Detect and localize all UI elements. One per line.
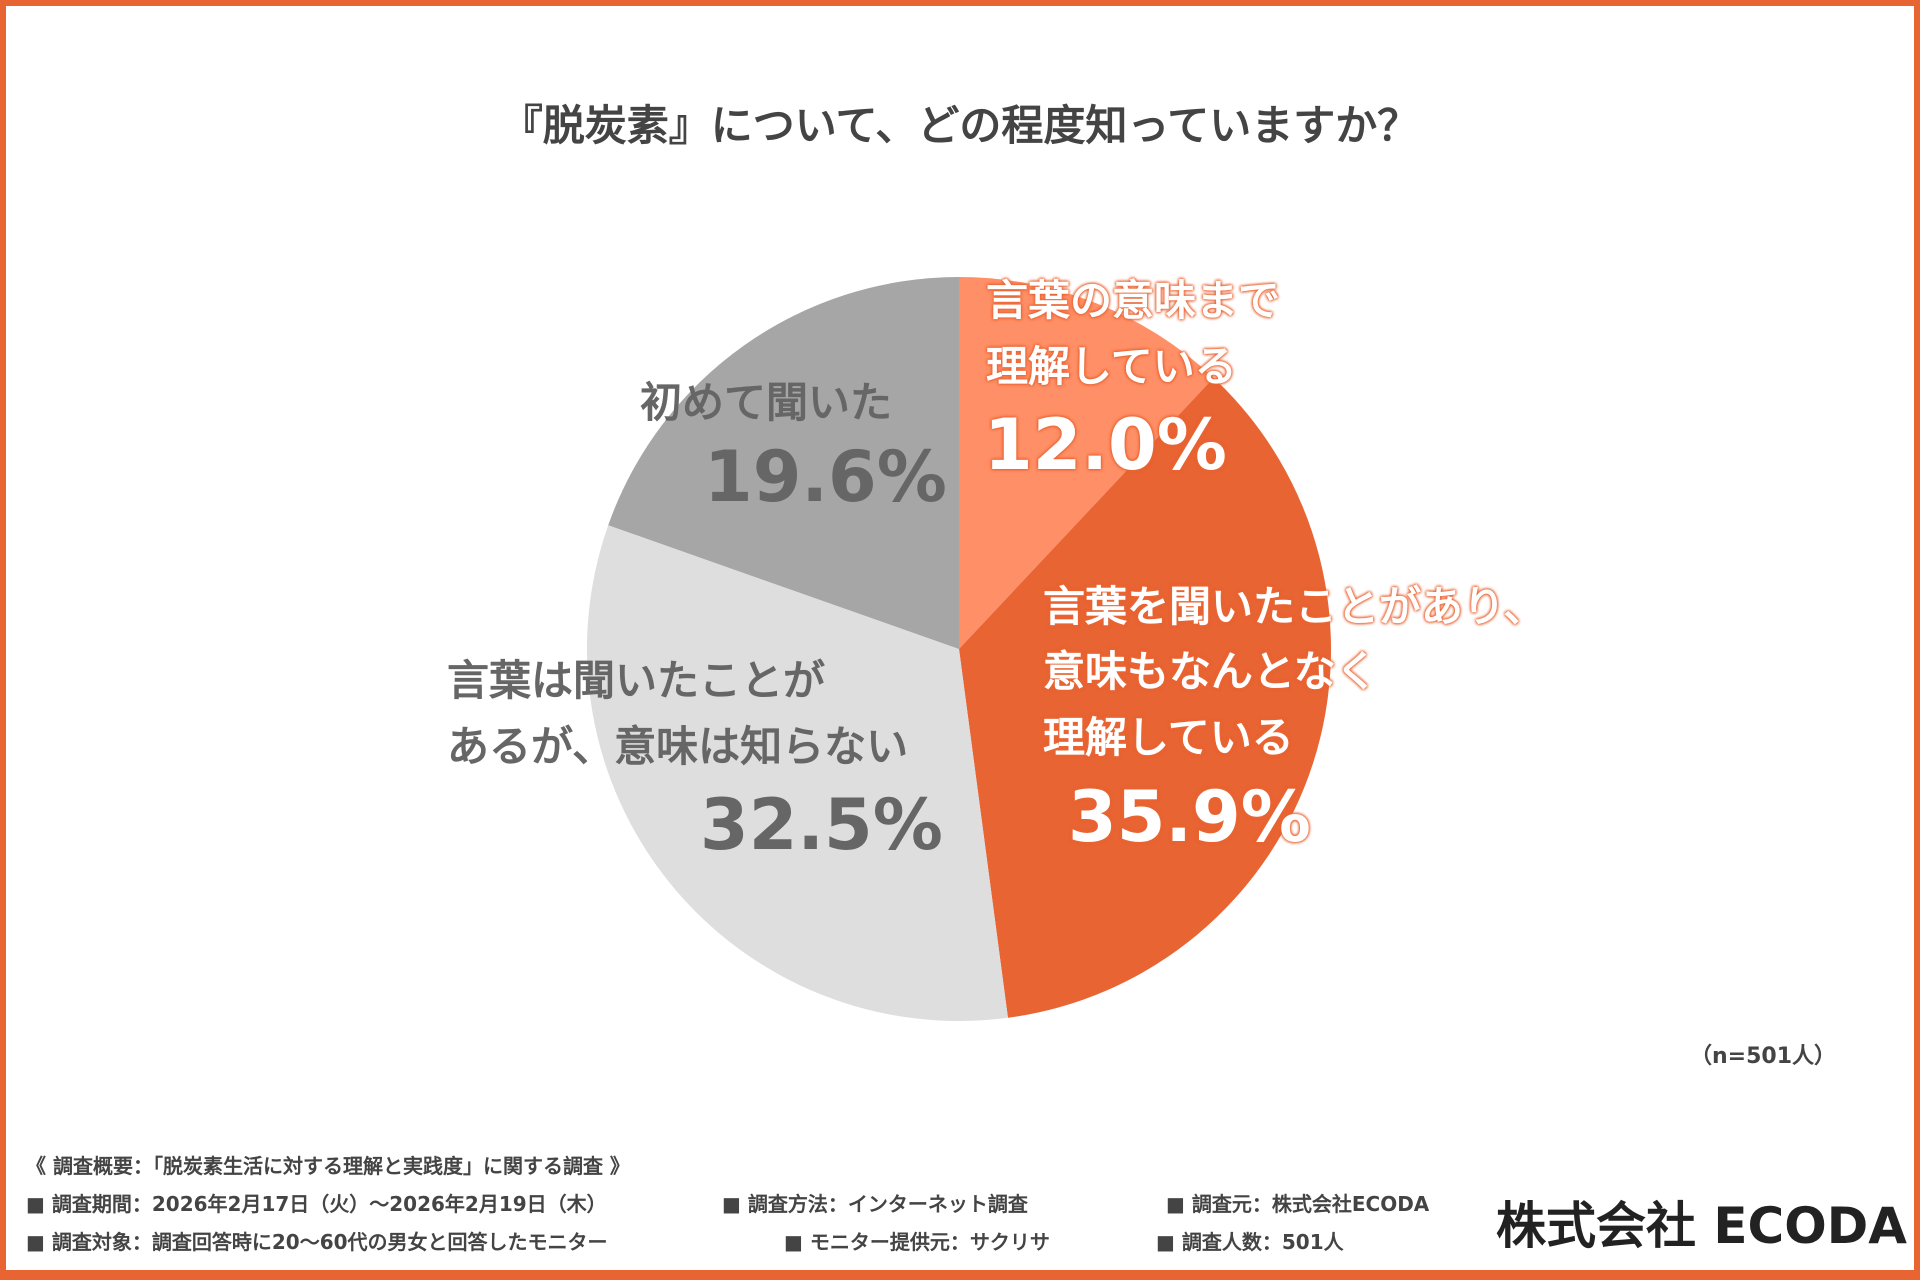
slice-label-3-line-2: あるが、意味は知らない [447,722,909,771]
chart-title: 『脱炭素』について、どの程度知っていますか？ [500,101,1420,150]
footer-overview: 《 調査概要：「脱炭素生活に対する理解と実践度」に関する調査 》 [26,1154,630,1178]
slice-value-1: 12.0% [984,404,1227,486]
slice-value-2: 35.9% [1068,776,1311,858]
footer-target: ■ 調査対象：調査回答時に20〜60代の男女と回答したモニター [26,1230,608,1254]
pie-slice-2 [959,377,1331,1018]
footer-provider: ■ モニター提供元：サクリサ [784,1230,1050,1254]
pie-slice-1 [959,277,1214,649]
slice-value-3: 32.5% [700,784,943,866]
slice-value-4: 19.6% [704,436,947,518]
sample-size: （n=501人） [1690,1044,1837,1069]
company-logo: 株式会社 ECODA [1496,1197,1907,1255]
footer-count: ■ 調査人数：501人 [1156,1230,1344,1254]
footer-source: ■ 調査元：株式会社ECODA [1166,1192,1430,1216]
pie-slice-3 [587,525,1008,1021]
footer-method: ■ 調査方法：インターネット調査 [722,1192,1028,1216]
footer-period: ■ 調査期間：2026年2月17日（火）〜2026年2月19日（木） [26,1192,607,1216]
slice-label-2-line-3: 理解している [1043,713,1294,762]
slice-label-1-line-1: 言葉の意味まで [986,276,1281,325]
slice-label-3-line-1: 言葉は聞いたことが [447,656,826,705]
slice-label-4-line-1: 初めて聞いた [640,378,893,427]
slice-label-1-line-2: 理解している [986,342,1237,391]
slice-label-2-line-1: 言葉を聞いたことがあり、 [1043,582,1546,631]
slice-label-2-line-2: 意味もなんとなく [1043,647,1378,696]
pie-slice-4 [608,277,959,649]
